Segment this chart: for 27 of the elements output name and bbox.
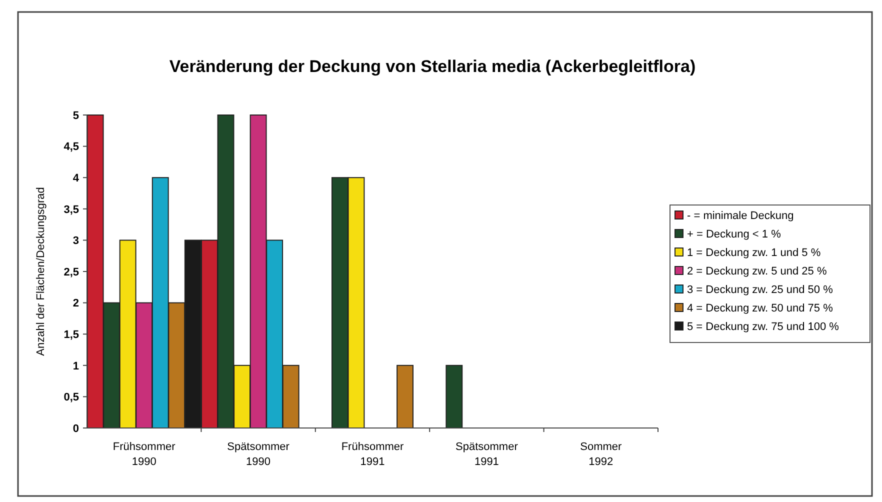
y-tick-label: 2 [72, 298, 79, 310]
legend-label: - = minimale Deckung [687, 210, 794, 222]
y-tick-label: 2,5 [64, 266, 79, 278]
legend-label: 2 = Deckung zw. 5 und 25 % [687, 265, 827, 278]
legend-label: 5 = Deckung zw. 75 und 100 % [687, 320, 840, 333]
x-tick-label: Frühsommer 1990 [112, 441, 176, 468]
y-tick-label: 1,5 [64, 328, 79, 341]
legend-label: 4 = Deckung zw. 50 und 75 % [687, 302, 834, 314]
bar [396, 364, 414, 428]
y-tick-label: 3,5 [64, 204, 79, 216]
y-tick-label: 4 [72, 172, 80, 184]
y-tick-label: 5 [72, 110, 79, 122]
y-tick-label: 4,5 [64, 141, 79, 154]
y-axis-title: Anzahl der Flächen/Deckungsgrad [35, 187, 47, 356]
x-tick-label: Frühsommer 1991 [341, 441, 404, 468]
x-tick-label: Spätsommer 1991 [456, 441, 518, 468]
legend-label: 3 = Deckung zw. 25 und 50 % [687, 284, 834, 296]
y-tick-label: 0 [72, 422, 79, 435]
y-tick-label: 3 [72, 235, 79, 248]
x-tick-label: Sommer 1992 [580, 441, 622, 468]
legend-label: 1 = Deckung zw. 1 und 5 % [687, 246, 821, 259]
bar [446, 364, 463, 428]
y-tick-label: 0,5 [64, 392, 79, 404]
x-tick-label: Spätsommer 1990 [227, 441, 290, 468]
legend-label: + = Deckung < 1 % [687, 228, 782, 240]
y-tick-label: 1 [72, 360, 79, 372]
chart-title: Veränderung der Deckung von Stellaria media (Ackerbegleitflora) [169, 57, 696, 76]
